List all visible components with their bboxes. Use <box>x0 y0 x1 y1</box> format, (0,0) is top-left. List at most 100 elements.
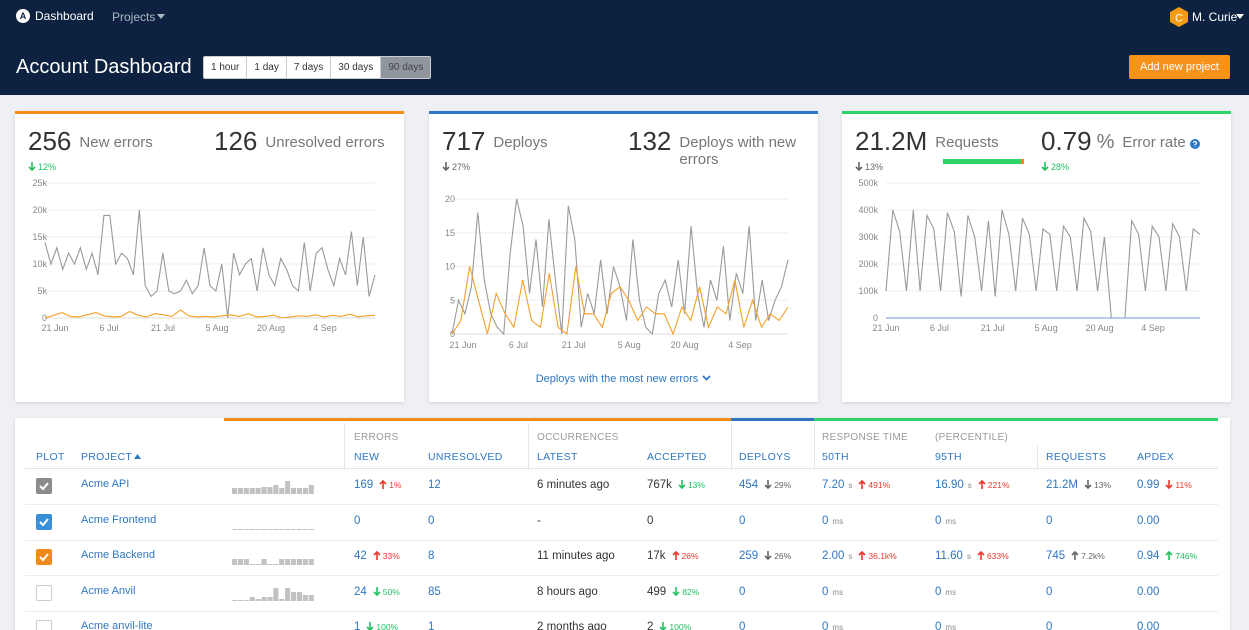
cell-value[interactable]: 1 <box>354 621 361 630</box>
cell-value[interactable]: 259 <box>739 550 759 562</box>
arrow-shape <box>373 550 381 560</box>
cell-value[interactable]: 0 <box>739 621 746 630</box>
nav-brand[interactable]: Dashboard <box>35 9 94 23</box>
column-header-text: REQUESTS <box>1046 451 1107 463</box>
cell-value[interactable]: 169 <box>354 479 374 491</box>
project-name[interactable]: Acme anvil-lite <box>81 620 153 630</box>
column-header-text: 50TH <box>822 451 849 463</box>
cell-value[interactable]: 0.00 <box>1137 585 1160 598</box>
cell-value[interactable]: 8 <box>428 550 435 562</box>
plot-checkbox[interactable] <box>36 513 52 530</box>
column-header[interactable]: LATEST <box>537 451 578 463</box>
cell-value[interactable]: 0 <box>1046 621 1053 630</box>
project-name[interactable]: Acme API <box>81 478 130 490</box>
cell-value[interactable]: 0.00 <box>1137 514 1160 527</box>
column-header[interactable]: 50TH <box>822 451 849 463</box>
change-text: 26% <box>681 551 699 561</box>
cell-value[interactable]: 11.60 <box>935 550 963 562</box>
nav-user[interactable]: M. Curie <box>1192 10 1238 24</box>
table-cell: 0 <box>739 515 745 527</box>
spark-bar <box>249 488 255 494</box>
change-text: 13% <box>687 480 705 490</box>
column-header[interactable]: PROJECT <box>81 451 142 463</box>
cell-value[interactable]: 85 <box>428 585 441 598</box>
add-project-button[interactable]: Add new project <box>1129 55 1230 79</box>
column-header[interactable]: PLOT <box>36 451 65 463</box>
column-header[interactable]: 95TH <box>935 451 962 463</box>
group-header: RESPONSE TIME <box>822 432 908 443</box>
plot-checkbox[interactable] <box>36 620 52 630</box>
cell-value: 499 <box>647 585 667 598</box>
cell-value[interactable]: 454 <box>739 479 759 491</box>
cell-value[interactable]: 0 <box>739 585 746 598</box>
project-name[interactable]: Acme Frontend <box>81 513 157 526</box>
cell-value: 2 months ago <box>537 621 607 630</box>
cell-unit: s <box>967 481 972 490</box>
cell-value[interactable]: 0 <box>354 514 361 527</box>
column-header-text: PLOT <box>36 451 65 463</box>
column-header[interactable]: APDEX <box>1137 451 1174 463</box>
cell-value[interactable]: 7.20 <box>822 479 845 491</box>
column-header[interactable]: NEW <box>354 451 379 463</box>
cell-value[interactable]: 0.99 <box>1137 479 1160 491</box>
spark-bar <box>255 564 261 565</box>
cell-value[interactable]: 12 <box>428 479 441 491</box>
range-button[interactable]: 1 day <box>246 57 286 78</box>
cell-value[interactable]: 21.2M <box>1046 479 1078 491</box>
cell-value[interactable]: 24 <box>354 585 367 598</box>
cell-value[interactable]: 0 <box>822 514 829 527</box>
plot-checkbox[interactable] <box>36 478 52 494</box>
y-tick-label: 0 <box>873 313 878 323</box>
spark-bar <box>255 598 261 601</box>
spark-bar <box>237 559 243 565</box>
change: 11% <box>1165 480 1192 490</box>
cell-value[interactable]: 1 <box>428 621 435 630</box>
range-button[interactable]: 90 days <box>380 57 431 78</box>
range-button[interactable]: 30 days <box>330 57 381 78</box>
change: 13% <box>1084 480 1111 490</box>
range-button[interactable]: 1 hour <box>204 57 247 78</box>
y-tick-label: 5k <box>37 286 47 296</box>
cell-value[interactable]: 0.94 <box>1137 550 1160 562</box>
cell-value[interactable]: 16.90 <box>935 479 964 491</box>
nav-projects[interactable]: Projects <box>112 10 156 24</box>
column-header[interactable]: UNRESOLVED <box>428 451 503 463</box>
project-name[interactable]: Acme Anvil <box>81 584 136 597</box>
cell-value[interactable]: 0 <box>428 514 435 527</box>
change-text: 100% <box>376 622 399 630</box>
cell-value[interactable]: 2.00 <box>822 550 845 562</box>
arrow-shape <box>28 162 36 172</box>
spark-bar <box>291 559 297 565</box>
cell-value[interactable]: 0 <box>935 514 942 527</box>
cell-unit: ms <box>832 516 844 526</box>
cell-value[interactable]: 0 <box>739 514 746 527</box>
range-button[interactable]: 7 days <box>285 57 331 78</box>
cell-value[interactable]: 0 <box>935 621 942 630</box>
cell-value[interactable]: 745 <box>1046 550 1066 562</box>
cell-unit: ms <box>945 587 957 597</box>
cell-value[interactable]: 0.00 <box>1137 621 1160 630</box>
cell-value[interactable]: 0 <box>822 621 829 630</box>
card-link[interactable]: Deploys with the most new errors <box>429 373 818 385</box>
column-header[interactable]: REQUESTS <box>1046 451 1106 463</box>
change-text: 100% <box>669 622 692 630</box>
cell-value[interactable]: 0 <box>1046 585 1053 598</box>
change-text: 1% <box>389 480 402 490</box>
cell-value[interactable]: 0 <box>822 585 829 598</box>
cell-value[interactable]: 0 <box>1046 514 1053 527</box>
column-header[interactable]: DEPLOYS <box>739 451 791 463</box>
stat-card: 717 Deploys 27% 132 Deploys with new errors D… <box>429 111 818 402</box>
cell-value[interactable]: 42 <box>354 550 367 562</box>
spark-bar <box>279 559 285 565</box>
plot-checkbox[interactable] <box>36 549 52 565</box>
table-cell: 767k 13% <box>647 479 705 491</box>
plot-checkbox[interactable] <box>36 584 52 601</box>
change-arrow <box>978 479 986 489</box>
change-arrow <box>858 479 866 489</box>
project-name[interactable]: Acme Backend <box>81 549 155 561</box>
spark-bar <box>255 488 261 494</box>
arrow-shape <box>366 622 374 630</box>
column-header[interactable]: ACCEPTED <box>647 451 707 463</box>
spark-bar <box>302 594 308 601</box>
cell-value[interactable]: 0 <box>935 585 942 598</box>
